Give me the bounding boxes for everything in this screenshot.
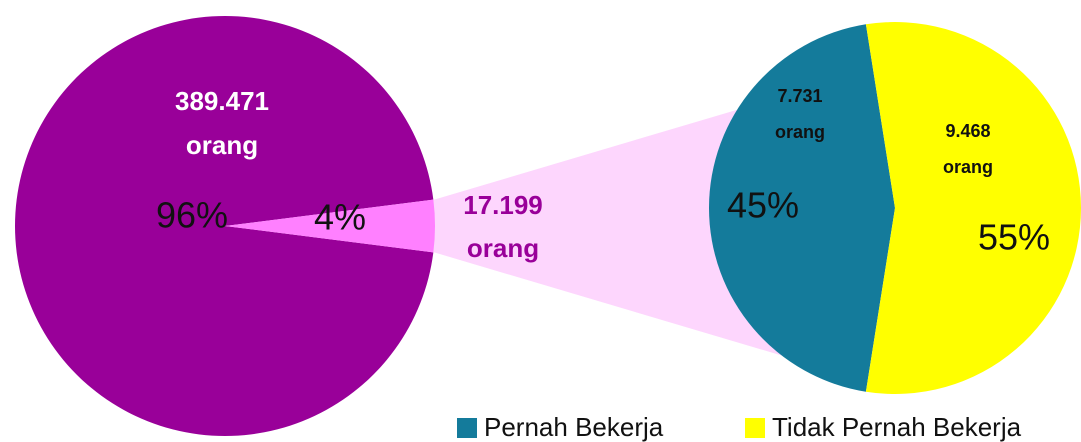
count-label: 9.468 xyxy=(945,121,990,141)
count-label: 7.731 xyxy=(777,86,822,106)
legend-label: Pernah Bekerja xyxy=(484,412,664,442)
legend-label: Tidak Pernah Bekerja xyxy=(772,412,1022,442)
count-label: 17.199 xyxy=(463,190,543,220)
value-label: 4% xyxy=(314,197,366,238)
count-label: 389.471 xyxy=(175,86,269,116)
count-unit: orang xyxy=(186,130,258,160)
legend-swatch xyxy=(457,418,477,438)
count-unit: orang xyxy=(943,157,993,177)
legend-swatch xyxy=(745,418,765,438)
value-label: 55% xyxy=(978,217,1050,258)
pie-slice xyxy=(865,22,1081,394)
value-label: 45% xyxy=(727,185,799,226)
pie-slice xyxy=(225,199,436,253)
count-unit: orang xyxy=(467,233,539,263)
connector xyxy=(433,100,790,358)
count-unit: orang xyxy=(775,122,825,142)
value-label: 96% xyxy=(156,195,228,236)
pie-slice xyxy=(709,24,895,392)
pie-slice xyxy=(15,15,434,437)
